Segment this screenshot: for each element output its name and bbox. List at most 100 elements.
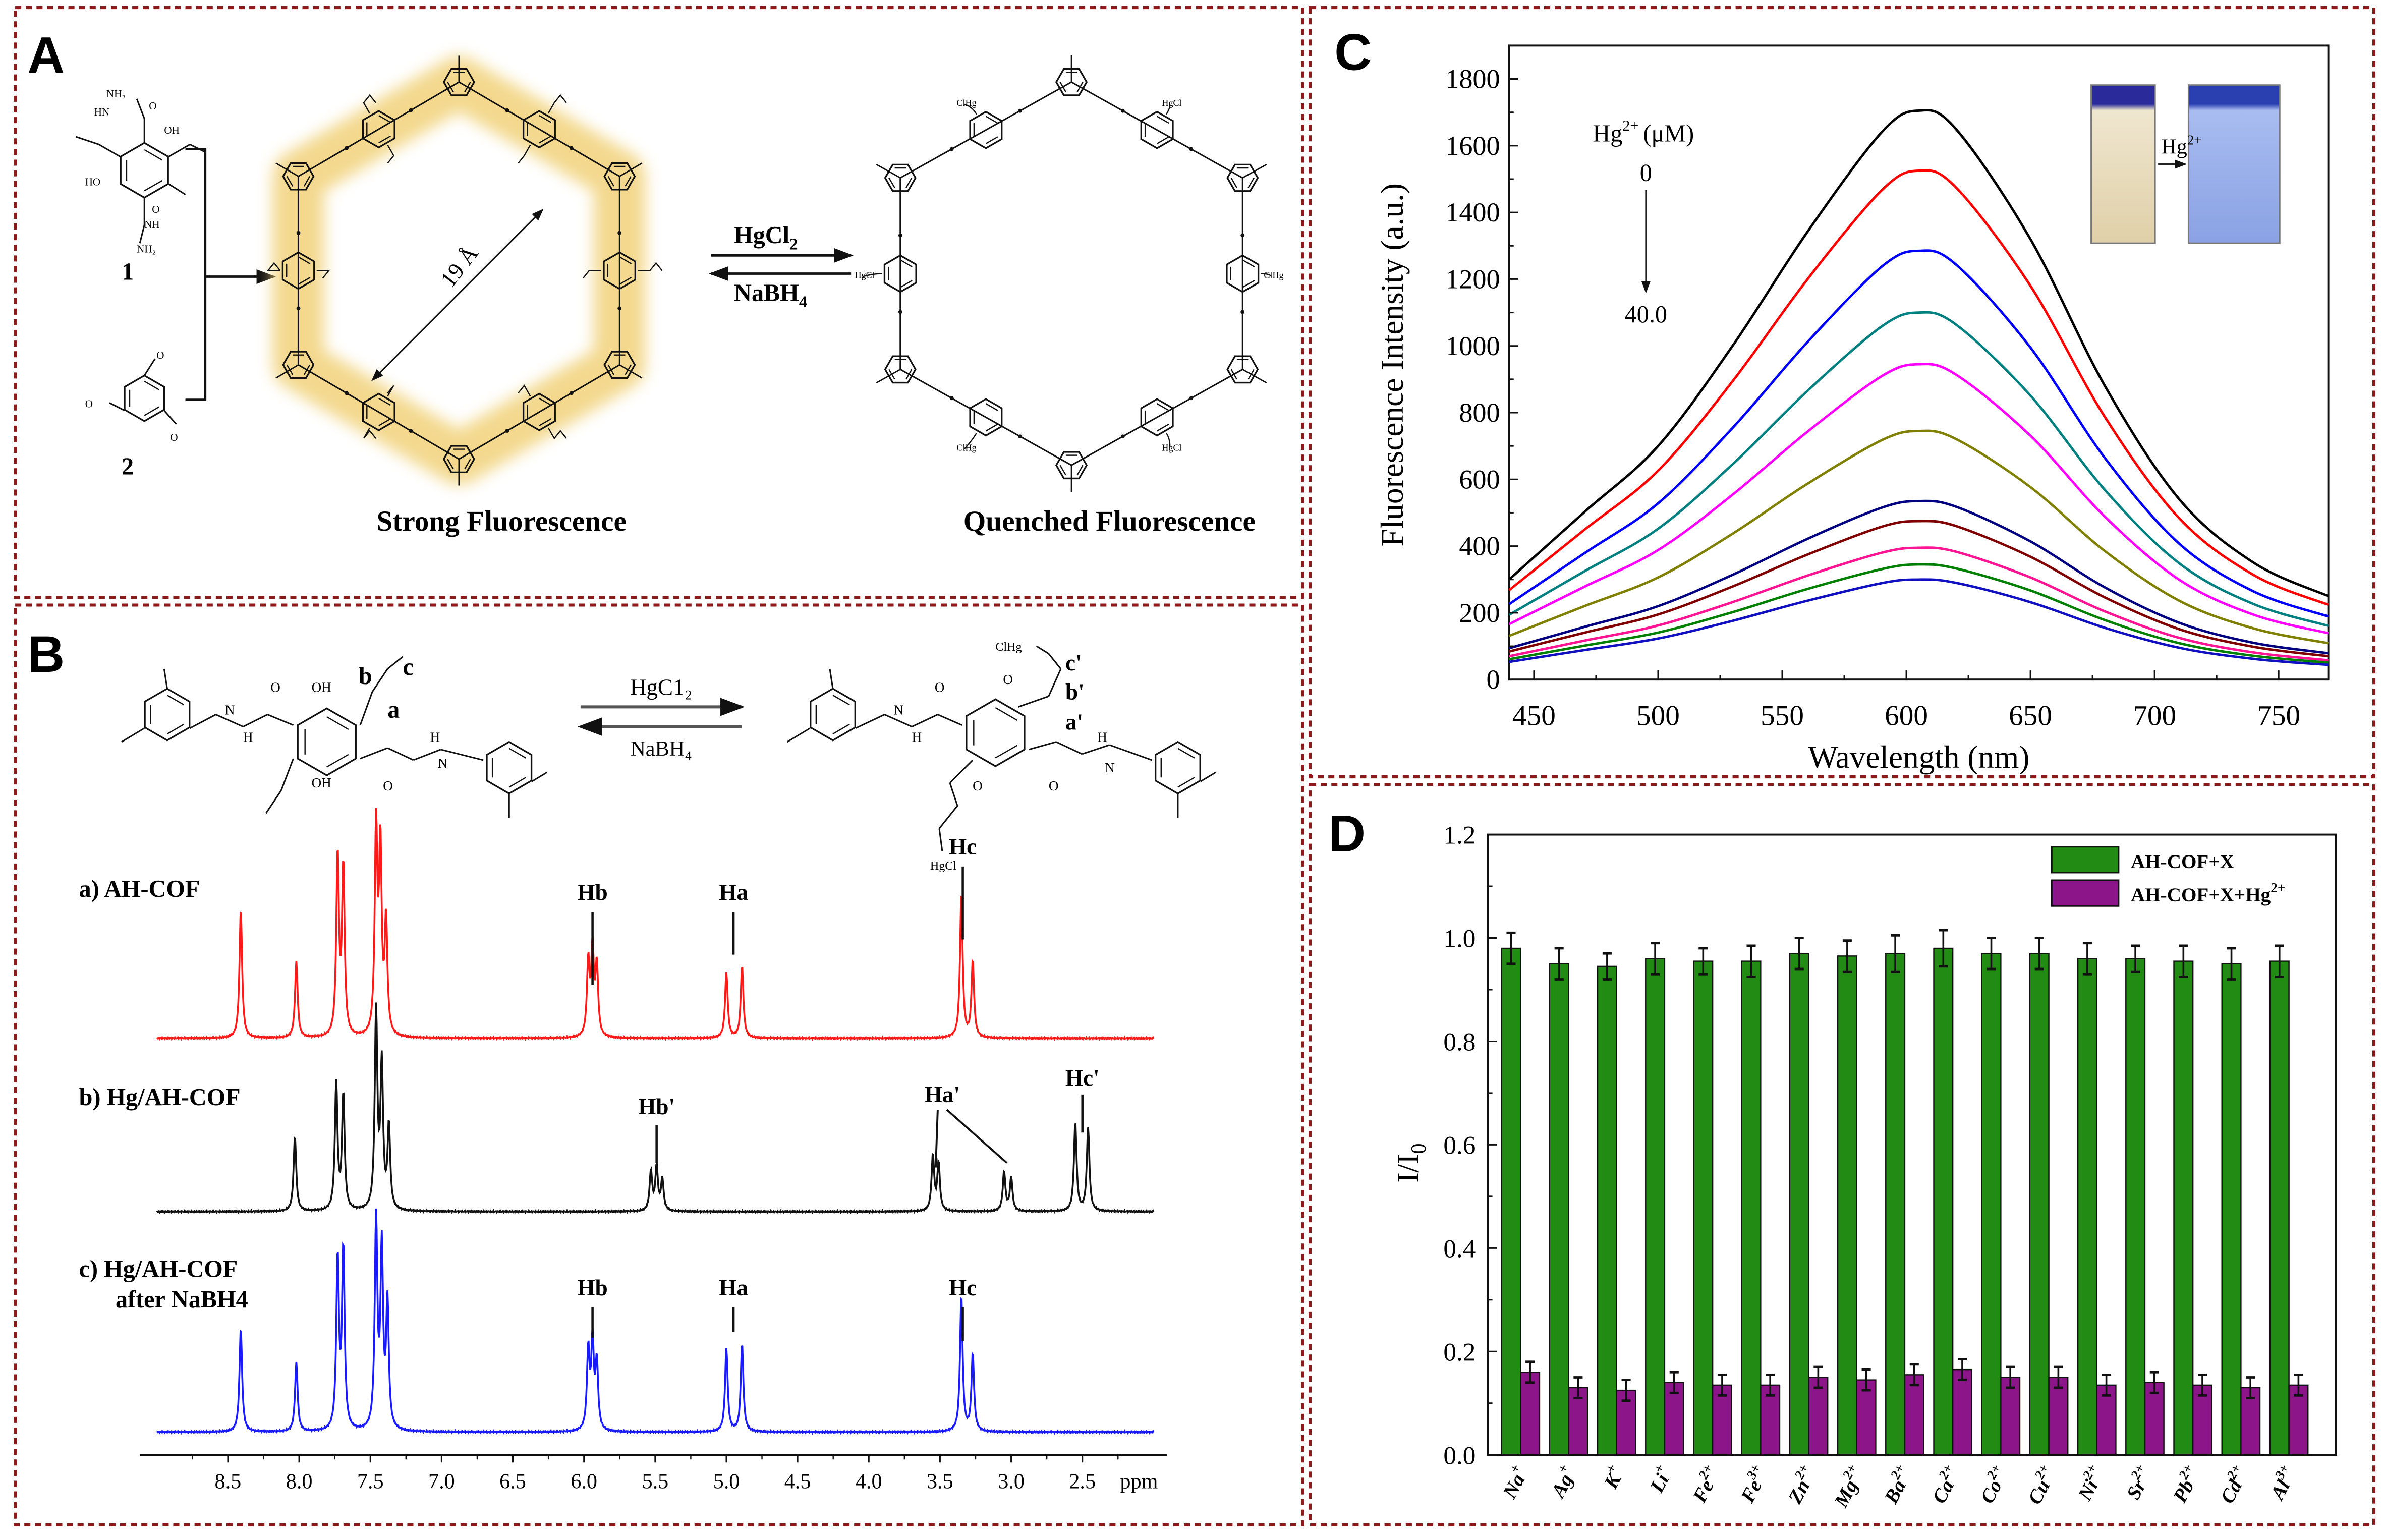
- category-label: Cu2+: [2020, 1462, 2061, 1508]
- bar-without-hg: [2125, 958, 2146, 1456]
- bond-line: [275, 162, 299, 177]
- hydrazide-core-icon: [969, 398, 1003, 437]
- bond-line: [855, 714, 885, 729]
- bar-without-hg: [1837, 955, 1857, 1456]
- trisubstituted-benzene-icon: [1226, 355, 1259, 384]
- emission-curve-8: [1509, 520, 2329, 658]
- trisubstituted-benzene-icon: [1055, 451, 1088, 480]
- bond-line: [136, 98, 145, 119]
- x-tick-label: 550: [1761, 700, 1804, 732]
- atom-label: O: [1049, 778, 1059, 793]
- trisubstituted-benzene-icon: [1226, 163, 1259, 192]
- bond-line: [189, 714, 216, 729]
- furan-ring-icon: [862, 273, 882, 277]
- bond-line: [1048, 653, 1062, 670]
- hydrazone-linkage-dot: [1120, 108, 1125, 113]
- double-bond-icon: [1230, 167, 1255, 188]
- atom-label: O: [152, 203, 159, 215]
- x-axis-label: Wavelength (nm): [1808, 739, 2029, 775]
- allyl-group-icon: [518, 145, 531, 164]
- atom-label: N: [1105, 760, 1115, 775]
- bond-line: [280, 758, 294, 791]
- bond-line: [938, 828, 943, 851]
- caption-strong-fluorescence: Strong Fluorescence: [376, 505, 626, 537]
- allyl-group-icon: [387, 145, 394, 164]
- bar-without-hg: [1693, 960, 1714, 1456]
- bond-line: [884, 714, 913, 727]
- hydrazide-core-icon: [522, 110, 556, 149]
- hydrazone-linkage-dot: [1018, 108, 1023, 113]
- panel-a: A NH₂ HN O OH HO O NH NH₂ O O O 1 2 19 Å HgCl2 Na…: [27, 26, 1283, 537]
- double-bond-icon: [366, 115, 391, 144]
- bar-without-hg: [2029, 953, 2050, 1456]
- bond-line: [1029, 741, 1057, 751]
- bar-with-hg: [1904, 1374, 1924, 1456]
- double-bond-icon: [527, 115, 552, 144]
- bond-line: [168, 144, 191, 157]
- double-bond-icon: [607, 165, 632, 187]
- bond-line: [215, 714, 244, 727]
- ion-symbol: Na: [1499, 1470, 1529, 1502]
- atom-label: OH: [312, 775, 331, 790]
- concentration-legend-title: Hg2+ (μM): [1593, 117, 1694, 147]
- hydrazide-core-icon: [1140, 110, 1174, 149]
- fluorescence-chart: 450 500 550 600 650 700 750 0 200 400 600 800 1000 12…: [1375, 44, 2330, 775]
- legend-text: AH-COF+X: [2131, 851, 2234, 873]
- category-label: Fe3+: [1733, 1462, 1773, 1507]
- furan-ring-icon: [1166, 104, 1171, 115]
- atom-label: H: [1097, 730, 1107, 745]
- ppm-tick-label: 8.0: [286, 1470, 313, 1494]
- bond-line: [98, 144, 121, 157]
- hydrazone-linkage-dot: [569, 391, 574, 395]
- peak-label-b-hc: Hc': [1065, 1065, 1100, 1091]
- bond-line: [275, 364, 299, 379]
- legend-swatch-2: [2051, 879, 2120, 907]
- panel-b-frame: [14, 603, 1304, 1526]
- bond-line: [163, 410, 177, 425]
- peak-label-c-ha: Ha: [719, 1275, 748, 1300]
- atom-label: NH₂: [106, 88, 126, 100]
- pore-size-label: 19 Å: [435, 241, 483, 292]
- spectrum-a-label: a) AH-COF: [79, 876, 200, 902]
- y-axis-label: Fluorescence Intensity (a.u.): [1375, 183, 1410, 546]
- ppm-tick-label: 2.5: [1069, 1470, 1096, 1494]
- category-label: Cd2+: [2213, 1462, 2253, 1507]
- bond-line: [829, 668, 834, 689]
- double-bond-icon: [973, 403, 998, 432]
- y-tick-label: 200: [1459, 598, 1500, 628]
- bond-line: [938, 805, 958, 829]
- bond-line: [619, 364, 643, 379]
- trisubstituted-benzene-icon: [442, 445, 475, 474]
- ion-symbol: Mg: [1830, 1476, 1862, 1511]
- ppm-tick-label: 3.0: [998, 1470, 1025, 1494]
- category-label: Pb2+: [2165, 1462, 2205, 1507]
- core-benzene-icon: [297, 707, 357, 776]
- double-bond-icon: [1230, 259, 1255, 288]
- hydrazide-core-icon: [522, 392, 556, 431]
- double-bond-icon: [1144, 403, 1169, 432]
- bar-without-hg: [1741, 960, 1762, 1456]
- hydrazone-linkage-dot: [505, 429, 509, 433]
- phenyl-ring-icon: [1154, 740, 1201, 795]
- selectivity-chart: Na+Ag+K+Li+Fe2+Fe3+Zn2+Mg2+Ba2+Ca2+Co2+C…: [1391, 821, 2337, 1511]
- atom-label: N: [438, 756, 448, 771]
- double-bond-icon: [607, 256, 632, 285]
- forward-reagent: HgCl2: [734, 222, 798, 253]
- bond-line: [267, 714, 294, 726]
- hydrazone-linkage-dot: [345, 146, 349, 150]
- trisubstituted-benzene-icon: [603, 351, 636, 379]
- hydrazide-core-icon: [1226, 254, 1260, 293]
- bond-line: [371, 668, 388, 693]
- mercury-chloride-label: HgCl: [1162, 442, 1181, 452]
- y-tick-label: 400: [1459, 531, 1500, 561]
- atom-label: H: [243, 730, 253, 745]
- bar-without-hg: [1981, 953, 2002, 1456]
- nmr-spectrum-line-3: [156, 1208, 1155, 1435]
- category-label: Li+: [1642, 1462, 1677, 1497]
- bond-line: [168, 183, 186, 196]
- benzene-ring-icon: [120, 142, 169, 199]
- trisubstituted-benzene-icon: [1055, 68, 1088, 96]
